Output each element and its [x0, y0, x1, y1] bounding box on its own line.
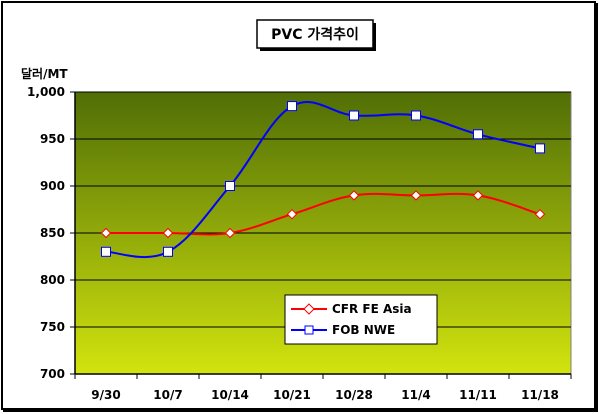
data-point-cfr-fe-asia: [534, 208, 546, 220]
legend-item-cfr-fe-asia: CFR FE Asia: [291, 302, 412, 316]
data-point-cfr-fe-asia: [286, 208, 298, 220]
data-point-fob-nwe: [473, 129, 483, 140]
data-point-cfr-fe-asia: [100, 227, 112, 239]
data-point-fob-nwe: [535, 143, 545, 154]
x-tick-label: 10/21: [273, 388, 311, 402]
x-tick-label: 10/14: [211, 388, 249, 402]
data-point-fob-nwe: [287, 101, 297, 112]
chart-frame: PVC 가격추이 달러/MT 700 750 800 850 900 950 1,000 9/…: [1, 1, 596, 410]
x-tick-label: 9/30: [91, 388, 120, 402]
x-tick-label: 11/4: [401, 388, 430, 402]
x-tick-label: 10/7: [153, 388, 182, 402]
legend: CFR FE Asia FOB NWE: [284, 294, 438, 345]
y-tick-label: 900: [40, 179, 65, 193]
x-tick-label: 11/18: [521, 388, 559, 402]
legend-label-cfr-fe-asia: CFR FE Asia: [332, 302, 412, 316]
chart-svg: PVC 가격추이 달러/MT 700 750 800 850 900 950 1,000 9/…: [21, 19, 572, 402]
y-tick-label: 950: [40, 132, 65, 146]
chart-title: PVC 가격추이: [271, 26, 359, 43]
data-point-cfr-fe-asia: [348, 190, 360, 201]
series-line-fob-nwe: [105, 100, 541, 259]
y-tick-label: 750: [40, 320, 65, 334]
data-point-fob-nwe: [349, 110, 359, 121]
data-point-fob-nwe: [225, 181, 235, 191]
y-tick-label: 850: [40, 226, 65, 240]
data-point-cfr-fe-asia: [224, 227, 236, 239]
data-point-fob-nwe: [163, 246, 173, 257]
data-point-fob-nwe: [411, 110, 421, 121]
legend-label-fob-nwe: FOB NWE: [332, 323, 395, 337]
data-point-fob-nwe: [101, 246, 111, 257]
axis-layer: 700 750 800 850 900 950 1,000 9/30 10/7 10/14 10/2…: [27, 85, 572, 402]
x-tick-label: 10/28: [335, 388, 373, 402]
y-tick-label: 700: [40, 367, 65, 381]
legend-marker-cfr-fe-asia: [303, 303, 315, 315]
y-tick-label: 1,000: [27, 85, 65, 99]
y-axis-label: 달러/MT: [21, 66, 68, 81]
legend-marker-fob-nwe: [304, 325, 314, 335]
x-tick-label: 11/11: [459, 388, 497, 402]
data-point-cfr-fe-asia: [162, 227, 174, 239]
grid-layer: [75, 91, 571, 328]
legend-item-fob-nwe: FOB NWE: [291, 323, 395, 337]
chart-title-box: PVC 가격추이: [256, 19, 376, 51]
data-point-cfr-fe-asia: [472, 190, 484, 201]
data-point-cfr-fe-asia: [410, 190, 422, 201]
y-tick-label: 800: [40, 273, 65, 287]
series-layer: [100, 100, 546, 259]
